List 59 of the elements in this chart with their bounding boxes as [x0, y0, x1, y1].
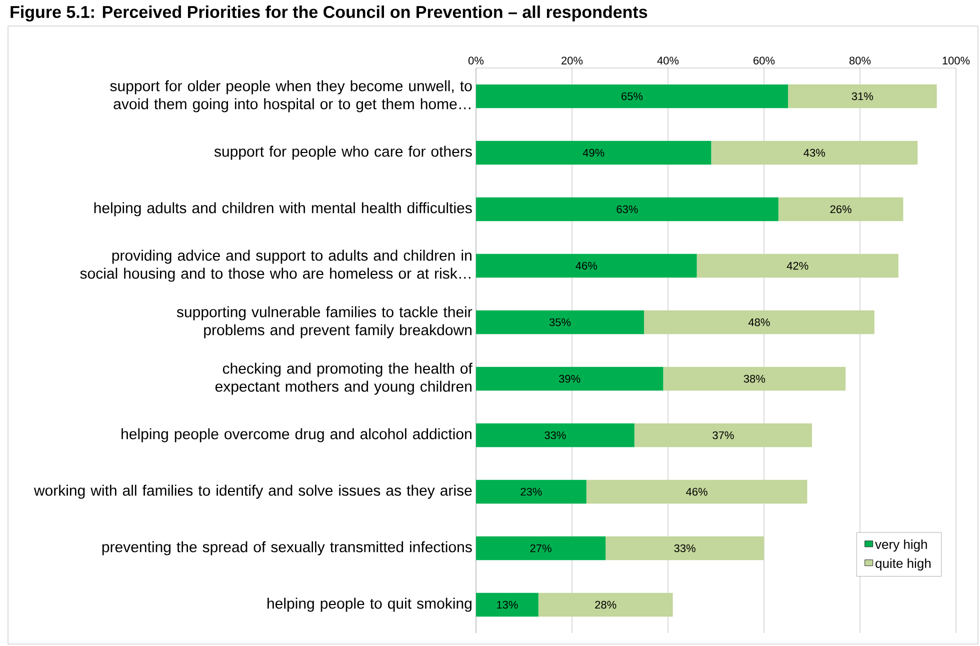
x-tick-label: 80%	[849, 56, 871, 64]
data-label: 65%	[622, 92, 643, 100]
data-label: 13%	[497, 600, 518, 609]
data-label: 39%	[559, 374, 580, 383]
data-label: 33%	[674, 544, 696, 552]
bar	[644, 310, 874, 334]
y-tick-label: working with all families to identify and solve issues as they arise	[34, 484, 472, 499]
data-label: 28%	[595, 600, 616, 609]
y-tick-label: helping people to quit smoking	[268, 598, 472, 612]
bar	[476, 423, 634, 448]
bar	[476, 254, 697, 278]
data-label: 42%	[786, 262, 808, 270]
data-label: 33%	[544, 431, 566, 440]
data-label: 35%	[549, 318, 571, 326]
y-tick-label: checking and promoting the health of expectant mothers and young children	[215, 362, 472, 395]
data-label: 46%	[686, 488, 708, 496]
data-label: 31%	[852, 92, 874, 100]
data-label: 46%	[576, 262, 598, 270]
data-label: 48%	[748, 318, 770, 326]
data-label: 23%	[520, 488, 542, 496]
data-label: 63%	[616, 205, 638, 214]
y-tick-label: support for older people when they become unwell, to avoid them going into hospital or to get them home…	[110, 80, 472, 112]
bar	[788, 84, 937, 108]
x-tick-label: 60%	[754, 56, 775, 64]
x-tick-label: 100%	[942, 56, 970, 64]
bar	[606, 536, 764, 560]
y-tick-label: support for people who care for others	[214, 146, 472, 160]
data-label: 43%	[804, 148, 826, 157]
bar	[476, 84, 788, 108]
legend-label: quite high	[876, 558, 931, 571]
y-tick-label: helping adults and children with mental health difficulties	[94, 202, 472, 216]
x-tick-label: 20%	[562, 56, 583, 64]
legend-label: very high	[875, 539, 927, 552]
x-tick-label: 0%	[468, 56, 484, 64]
bar	[538, 592, 673, 617]
bar	[476, 592, 538, 617]
data-label: 27%	[530, 544, 552, 552]
bar	[586, 480, 808, 504]
bar	[476, 480, 586, 504]
text: Figure 5.1: Perceived Priorities for the Council on Prevention – all respondents	[10, 6, 648, 22]
data-label: 49%	[582, 148, 604, 157]
y-tick-label: providing advice and support to adults and children in social housing and to those who are homeless or at risk…	[80, 250, 472, 282]
y-tick-label: supporting vulnerable families to tackle their problems and prevent family breakdown	[176, 306, 472, 338]
y-tick-label: preventing the spread of sexually transmitted infections	[102, 541, 472, 556]
bar	[711, 140, 918, 165]
bar	[663, 366, 846, 391]
data-label: 26%	[830, 205, 852, 214]
data-label: 38%	[744, 374, 766, 383]
bar	[476, 197, 778, 222]
bar	[476, 366, 664, 391]
bar	[476, 536, 606, 560]
bar	[476, 310, 644, 334]
bar	[634, 423, 812, 448]
x-tick-label: 40%	[657, 56, 679, 64]
bar	[476, 140, 712, 165]
bar	[696, 254, 898, 278]
data-label: 37%	[712, 431, 734, 440]
bar	[778, 197, 904, 222]
y-tick-label: helping people overcome drug and alcohol addiction	[122, 428, 472, 442]
